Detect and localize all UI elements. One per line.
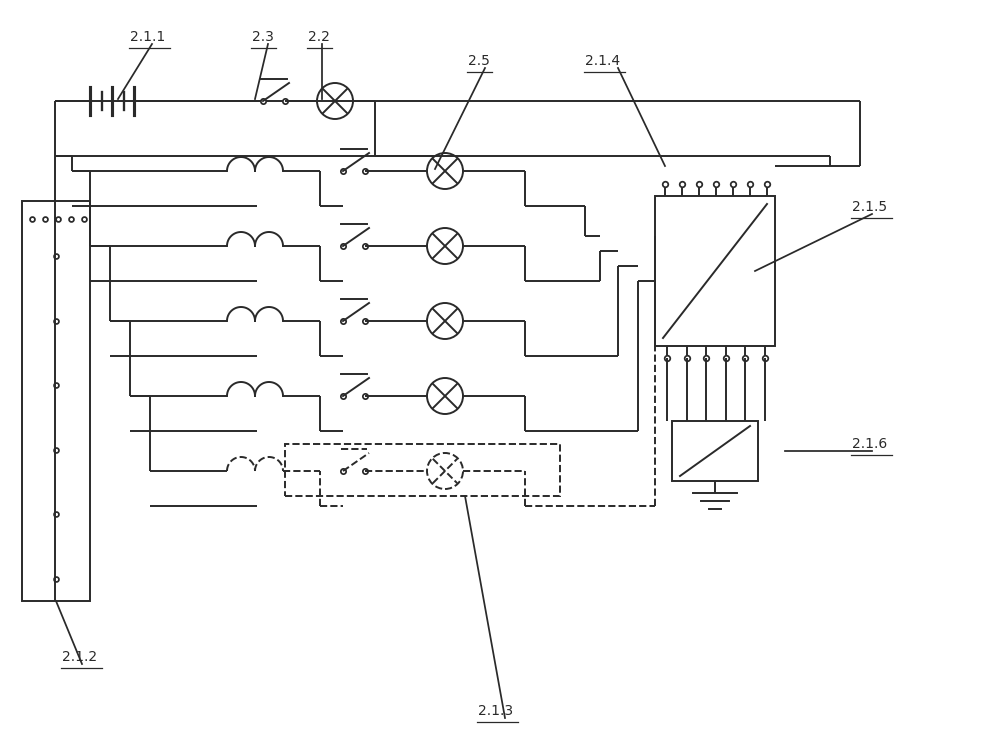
Text: 2.2: 2.2 xyxy=(308,30,330,44)
Text: 2.3: 2.3 xyxy=(252,30,274,44)
Bar xyxy=(655,196,775,346)
Bar xyxy=(22,201,90,601)
Text: 2.1.6: 2.1.6 xyxy=(852,437,887,451)
Text: 2.1.5: 2.1.5 xyxy=(852,200,887,214)
Text: 2.1.3: 2.1.3 xyxy=(478,704,513,718)
Bar xyxy=(285,444,560,496)
Text: 2.1.2: 2.1.2 xyxy=(62,650,97,664)
Text: 2.1.1: 2.1.1 xyxy=(130,30,165,44)
Text: 2.5: 2.5 xyxy=(468,54,490,68)
Text: 2.1.4: 2.1.4 xyxy=(585,54,620,68)
Bar xyxy=(672,421,758,481)
